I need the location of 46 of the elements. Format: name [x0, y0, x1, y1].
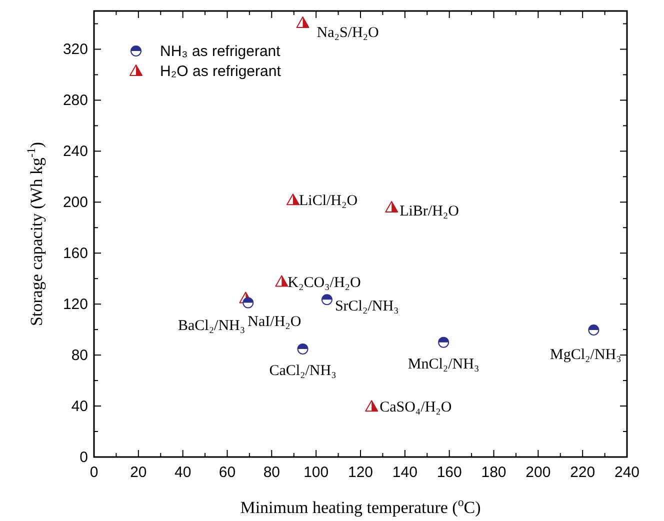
x-tick-label: 40: [174, 464, 192, 481]
annotation: MnCl₂/NH₃: [408, 356, 480, 372]
point: [286, 194, 300, 206]
annotation: SrCl₂/NH₃: [334, 298, 399, 315]
annotation: CaCl₂/NH₃: [269, 362, 336, 379]
point: [588, 324, 600, 336]
point: [321, 294, 332, 306]
x-tick-label: 160: [436, 464, 462, 481]
legend-label: NH₃ as refrigerant: [160, 43, 282, 60]
annotation: CaSO₄/H₂O: [380, 400, 452, 416]
x-tick-label: 140: [392, 464, 418, 481]
annotation: MgCl₂/NH₃: [550, 346, 622, 363]
y-tick-label: 160: [62, 245, 88, 262]
x-tick-label: 180: [481, 464, 506, 481]
point: [242, 297, 254, 308]
y-tick-label: 200: [62, 194, 88, 212]
y-tick-label: 40: [71, 398, 88, 416]
legend-label: H₂O as refrigerant: [160, 63, 282, 80]
point: [438, 336, 450, 348]
x-tick-label: 220: [570, 464, 596, 481]
point: [365, 400, 378, 412]
point: [297, 343, 308, 354]
point: [275, 275, 288, 287]
point: [385, 200, 398, 212]
y-tick-label: 320: [62, 41, 88, 58]
x-tick-label: 100: [304, 464, 329, 481]
x-tick-label: 80: [263, 464, 280, 481]
y-tick-label: 0: [80, 449, 88, 466]
annotation: LiBr/H₂O: [400, 203, 460, 220]
x-tick-label: 200: [526, 464, 551, 481]
x-tick-label: 20: [130, 464, 147, 481]
y-tick-label: 120: [62, 296, 88, 314]
annotation: K₂CO₃/H₂O: [288, 274, 362, 291]
y-tick-label: 240: [62, 143, 88, 160]
x-tick-label: 120: [348, 464, 374, 481]
annotation: NaI/H₂O: [248, 314, 302, 330]
annotation: Na₂S/H₂O: [316, 24, 380, 41]
point: [296, 16, 310, 28]
y-tick-label: 80: [71, 347, 88, 364]
annotation: BaCl₂/NH₃: [178, 318, 246, 334]
x-axis-title: Minimum heating temperature ($^{o}$C): [240, 495, 481, 517]
x-tick-label: 60: [218, 464, 236, 481]
y-tick-label: 280: [62, 92, 88, 110]
x-tick-label: 240: [614, 464, 640, 481]
x-tick-label: 0: [90, 464, 98, 481]
annotation: LiCl/H₂O: [298, 193, 358, 210]
